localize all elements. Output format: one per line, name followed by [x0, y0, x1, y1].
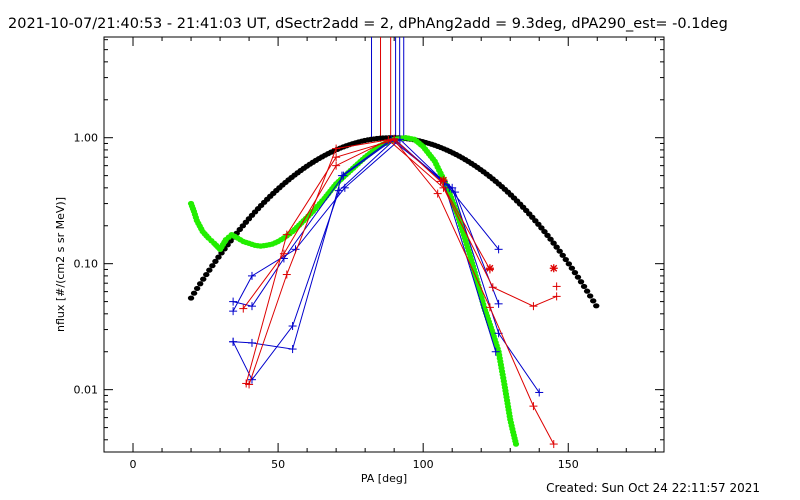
black-fit-dot	[562, 256, 569, 263]
series-plus-marker	[433, 189, 442, 198]
black-fit-curve	[187, 135, 600, 309]
black-fit-dot	[577, 279, 585, 285]
y-tick-label: 0.10	[74, 258, 99, 271]
series-plus-marker	[288, 345, 297, 354]
series-plus-marker	[332, 153, 341, 162]
black-fit-dot	[550, 240, 557, 246]
black-fit-dot	[590, 298, 597, 304]
black-fit-dot	[535, 221, 542, 227]
created-timestamp: Created: Sun Oct 24 22:11:57 2021	[546, 481, 760, 495]
series-plus-marker	[337, 171, 346, 180]
x-tick-label: 150	[558, 458, 579, 471]
series-plus-marker	[488, 283, 497, 292]
y-axis-label: nflux [#/(cm2 s sr MeV)]	[54, 197, 67, 332]
black-fit-dot	[187, 295, 195, 301]
black-fit-dot	[212, 258, 219, 264]
black-fit-dot	[568, 265, 576, 271]
asterisk-marker	[549, 264, 558, 273]
series-plus-marker	[549, 440, 558, 449]
black-fit-dot	[196, 281, 204, 287]
black-fit-dot	[586, 293, 594, 299]
series-plus-marker	[282, 230, 291, 239]
series-plus-marker	[247, 302, 256, 311]
y-tick-label: 0.01	[74, 384, 99, 397]
series-plus-marker	[247, 271, 256, 280]
y-tick-label: 1.00	[74, 132, 99, 145]
black-fit-dot	[538, 225, 545, 231]
series-plus-marker	[332, 161, 341, 170]
black-fit-dot	[547, 236, 554, 242]
black-fit-dot	[544, 232, 551, 238]
black-fit-dot	[583, 288, 591, 294]
x-axis-label: PA [deg]	[361, 472, 407, 485]
series-plus-marker	[491, 347, 500, 356]
black-fit-dot	[559, 252, 566, 258]
black-fit-dot	[553, 244, 560, 250]
black-fit-dot	[574, 274, 582, 280]
series-plus-marker	[494, 299, 503, 308]
series-plus-marker	[485, 303, 494, 312]
black-fit-dot	[580, 283, 588, 290]
asterisk-markers	[439, 176, 561, 291]
green-fit-dot	[512, 441, 520, 447]
series-line	[242, 139, 557, 309]
series-plus-marker	[242, 379, 251, 388]
series-plus-marker	[451, 188, 460, 197]
series-plus-marker	[332, 144, 341, 153]
vertical-lines	[371, 37, 405, 142]
series-plus-marker	[448, 183, 457, 192]
black-fit-dot	[571, 270, 579, 276]
black-fit-dot	[193, 285, 201, 292]
asterisk-marker	[439, 176, 448, 185]
x-tick-label: 100	[413, 458, 434, 471]
black-fit-dot	[209, 263, 216, 269]
series-plus-marker	[335, 186, 344, 195]
series-plus-marker	[552, 292, 561, 301]
black-fit-dot	[206, 267, 213, 273]
x-tick-label: 0	[130, 458, 137, 471]
ast-d2	[440, 176, 447, 184]
series-line	[232, 139, 497, 381]
series-plus-marker	[247, 338, 256, 347]
black-fit-dot	[593, 303, 600, 309]
series-line	[248, 138, 491, 385]
series-plus-marker	[239, 304, 248, 313]
chart-title: 2021-10-07/21:40:53 - 21:41:03 UT, dSect…	[8, 16, 728, 32]
series-plus-marker	[535, 388, 544, 397]
series-plus-marker	[439, 183, 448, 192]
black-fit-dot	[200, 276, 207, 282]
series-line	[245, 139, 555, 445]
series-plus-marker	[390, 135, 399, 144]
ast-d2	[550, 264, 558, 272]
series-plus-marker	[288, 322, 297, 331]
series-plus-marker	[229, 337, 238, 346]
series-plus-marker	[282, 270, 291, 279]
series-plus-marker	[229, 297, 238, 306]
black-fit-dot	[236, 226, 243, 233]
asterisk-marker	[485, 264, 494, 273]
black-fit-dot	[565, 261, 573, 267]
data-series	[229, 134, 561, 449]
series-plus-marker	[229, 307, 238, 316]
extra-plus-marker	[552, 282, 561, 291]
ast-d2	[486, 264, 494, 272]
green-fit-curve	[187, 135, 520, 447]
series-plus-marker	[395, 135, 404, 144]
series-plus-marker	[529, 402, 538, 411]
axes: 0 50 100 150 0.01 0.10 1.00	[74, 37, 664, 471]
x-tick-label: 50	[271, 458, 285, 471]
series-plus-marker	[494, 245, 503, 254]
black-fit-dot	[203, 271, 210, 278]
black-fit-dot	[541, 228, 548, 235]
black-fit-dot	[556, 248, 563, 254]
plot-border	[103, 36, 665, 453]
black-fit-dot	[190, 290, 198, 296]
series-plus-marker	[529, 302, 538, 311]
black-fit-dot	[215, 254, 222, 260]
plot-frame	[103, 36, 665, 453]
